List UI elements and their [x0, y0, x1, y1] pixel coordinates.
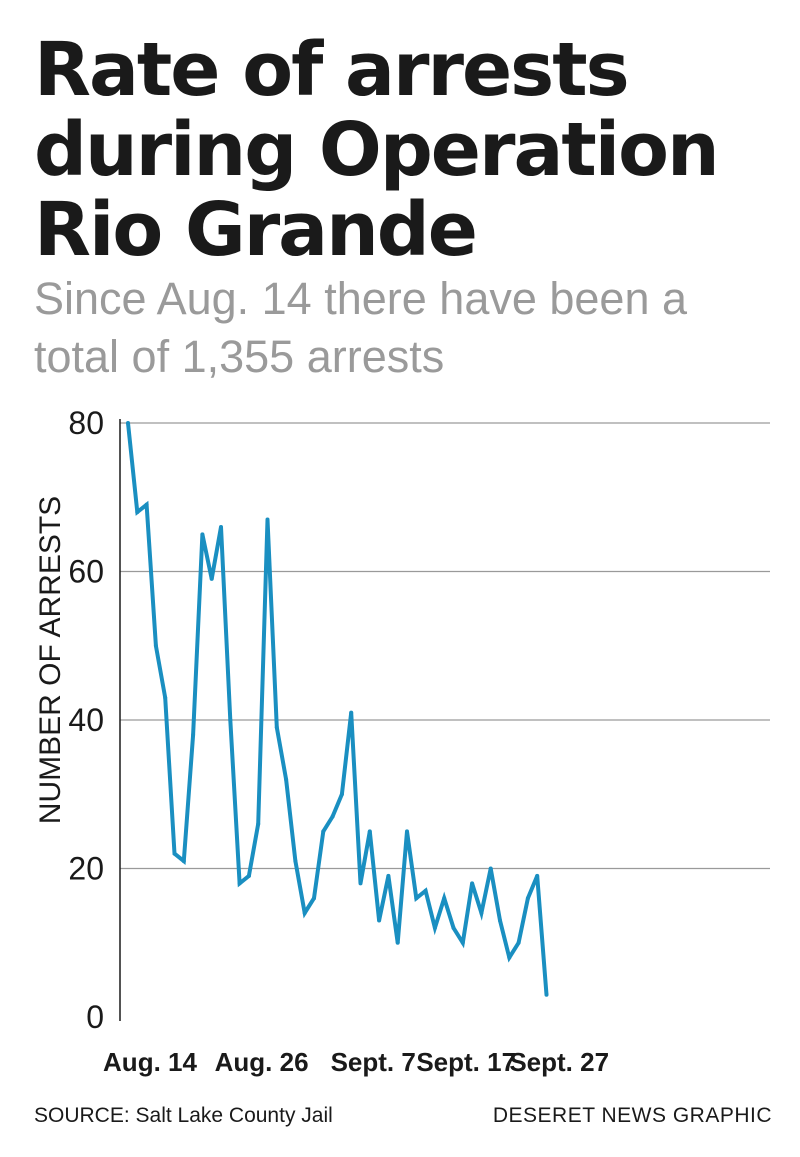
data-point: [265, 517, 270, 522]
data-point: [293, 859, 298, 864]
data-point: [330, 814, 335, 819]
x-tick-label: Sept. 17: [416, 1047, 516, 1077]
data-point: [451, 925, 456, 930]
data-point: [181, 859, 186, 864]
data-point: [126, 421, 130, 425]
data-point: [386, 873, 391, 878]
data-point: [135, 510, 140, 515]
y-axis-label: NUMBER OF ARRESTS: [34, 496, 67, 824]
data-point: [367, 829, 372, 834]
data-point: [442, 896, 447, 901]
gridlines: [120, 422, 770, 870]
data-point: [414, 896, 419, 901]
data-point: [274, 725, 279, 730]
series-layer: [126, 421, 549, 997]
y-tick-label: 20: [68, 851, 104, 887]
data-point: [312, 896, 316, 901]
x-tick-label: Aug. 26: [215, 1047, 309, 1077]
data-point: [209, 576, 214, 581]
data-point: [358, 881, 363, 886]
data-point: [525, 896, 530, 901]
data-point: [395, 940, 400, 945]
data-point: [544, 992, 549, 997]
data-point: [228, 718, 233, 722]
data-point: [498, 918, 502, 923]
source-note: SOURCE: Salt Lake County Jail: [34, 1104, 333, 1127]
data-point: [321, 829, 326, 834]
data-point: [507, 955, 512, 960]
y-tick-label: 40: [68, 702, 104, 738]
data-point: [339, 792, 344, 797]
data-point: [349, 710, 354, 715]
data-point: [302, 911, 307, 916]
chart-subtitle: Since Aug. 14 there have been a total of…: [34, 273, 688, 382]
data-point: [256, 821, 261, 826]
y-tick-labels: 0 20 40 60 80: [68, 405, 104, 1035]
data-point: [219, 524, 223, 529]
y-tick-label: 60: [68, 554, 104, 590]
data-point: [423, 888, 428, 893]
data-point: [535, 873, 540, 878]
data-point: [191, 732, 196, 737]
data-point: [246, 873, 251, 878]
data-point: [172, 851, 177, 856]
y-tick-label: 80: [68, 405, 104, 441]
chart-title: Rate of arrests during Operation Rio Gra…: [34, 27, 720, 273]
x-tick-label: Aug. 14: [103, 1047, 197, 1077]
data-point: [153, 643, 158, 648]
data-point: [405, 829, 409, 834]
data-point: [479, 911, 484, 916]
data-point: [460, 940, 465, 945]
data-point: [163, 695, 168, 700]
data-point: [470, 881, 475, 886]
x-tick-label: Sept. 27: [509, 1047, 609, 1077]
data-point: [144, 502, 149, 507]
data-point: [432, 925, 437, 930]
data-point: [237, 881, 242, 886]
y-tick-label: 0: [86, 999, 104, 1035]
data-point: [284, 777, 289, 782]
graphic-credit: DESERET NEWS GRAPHIC: [492, 1104, 772, 1127]
data-point: [377, 918, 382, 923]
data-point: [516, 940, 521, 945]
series-line-arrests: [126, 422, 549, 995]
x-tick-label: Sept. 7: [331, 1047, 416, 1077]
data-point: [488, 866, 493, 871]
data-point: [200, 532, 205, 537]
